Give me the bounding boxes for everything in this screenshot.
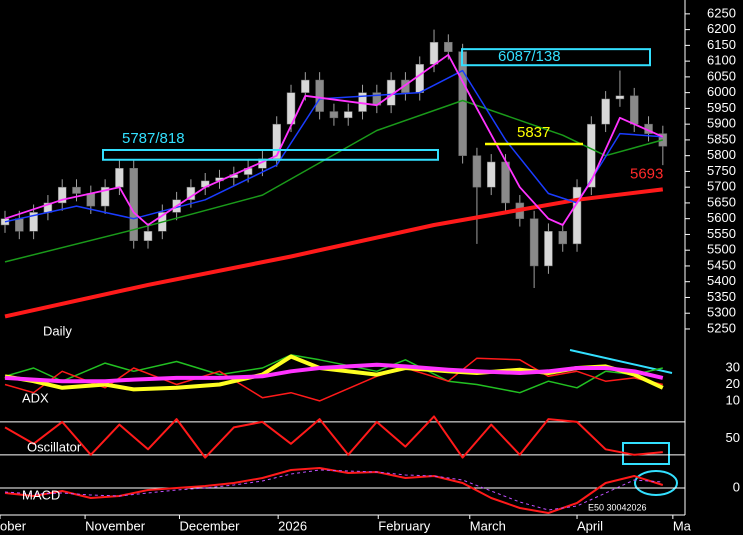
candle-body: [472, 155, 482, 188]
candle-body: [29, 212, 38, 232]
y-tick-label: 5950: [707, 100, 736, 115]
candle-body: [301, 79, 310, 93]
candle-body: [415, 64, 424, 93]
series-line: [4, 415, 663, 459]
candle-body: [501, 161, 510, 204]
y-tick-label: 6050: [707, 68, 736, 83]
y-tick-label: 6100: [707, 53, 736, 68]
footnote: E50 30042026: [588, 502, 647, 512]
y-tick-label: 5750: [707, 163, 736, 178]
annotation-box: [461, 48, 651, 67]
candle-body: [544, 231, 553, 267]
candle-body: [658, 133, 668, 147]
candle-body: [343, 111, 353, 119]
candle-body: [15, 218, 24, 232]
candle-body: [100, 186, 110, 207]
panel-title: Oscillator: [27, 439, 82, 454]
annotation-label: 5837: [517, 124, 550, 141]
candle-body: [558, 231, 567, 245]
candle-body: [315, 79, 324, 112]
x-tick-label: December: [179, 518, 240, 533]
y-tick-label: 20: [726, 376, 740, 391]
series-line: [4, 99, 663, 263]
y-tick-label: 6000: [707, 84, 736, 99]
candle-body: [401, 79, 410, 93]
candle-body: [615, 95, 625, 100]
y-tick-label: 5300: [707, 305, 736, 320]
candle-body: [587, 123, 596, 188]
candle-body: [72, 186, 81, 194]
candle-body: [329, 111, 339, 119]
series-line: [4, 467, 664, 514]
x-tick-label: ober: [0, 518, 27, 533]
y-tick-label: 5600: [707, 210, 736, 225]
x-tick-label: February: [378, 518, 431, 533]
y-tick-label: 10: [726, 392, 740, 407]
y-tick-label: 0: [733, 479, 740, 494]
y-tick-label: 5900: [707, 116, 736, 131]
series-line: [4, 187, 664, 319]
y-tick-label: 5400: [707, 273, 736, 288]
annotation-label: 6087/138: [498, 48, 561, 65]
y-tick-label: 6200: [707, 21, 736, 36]
panel-title: MACD: [22, 487, 60, 502]
y-tick-label: 5350: [707, 289, 736, 304]
panel-title: Daily: [43, 323, 72, 338]
highlight-ellipse: [634, 470, 678, 496]
candle-body: [572, 186, 582, 245]
candle-body: [444, 41, 453, 52]
candle-body: [458, 51, 467, 156]
series-line: [4, 362, 664, 384]
y-tick-label: 30: [726, 359, 740, 374]
candle-body: [529, 218, 539, 267]
y-tick-label: 5250: [707, 320, 736, 335]
y-tick-label: 5850: [707, 131, 736, 146]
panel-title: ADX: [22, 390, 49, 405]
y-tick-label: 5500: [707, 242, 736, 257]
y-tick-label: 6150: [707, 37, 736, 52]
y-tick-label: 5650: [707, 194, 736, 209]
candle-body: [429, 41, 439, 65]
x-tick-label: March: [470, 518, 506, 533]
y-tick-label: 6250: [707, 5, 736, 20]
candle-body: [57, 186, 67, 204]
candle-body: [115, 168, 124, 188]
series-line: [4, 53, 664, 226]
candle-body: [143, 231, 153, 241]
candle-body: [601, 98, 610, 125]
y-tick-label: 5800: [707, 147, 736, 162]
x-tick-label: Ma: [673, 518, 692, 533]
candle-body: [86, 193, 96, 207]
x-tick-label: April: [577, 518, 603, 533]
annotation-label: 5787/818: [122, 130, 185, 147]
x-tick-label: November: [85, 518, 146, 533]
annotation-label: 5693: [630, 165, 663, 182]
candle-body: [629, 95, 639, 125]
y-tick-label: 5450: [707, 257, 736, 272]
candle-body: [486, 161, 496, 188]
annotation-box: [102, 148, 439, 161]
series-line: [4, 469, 663, 511]
y-tick-label: 5700: [707, 179, 736, 194]
x-tick-label: 2026: [278, 518, 307, 533]
y-tick-label: 50: [726, 430, 740, 445]
y-tick-label: 5550: [707, 226, 736, 241]
